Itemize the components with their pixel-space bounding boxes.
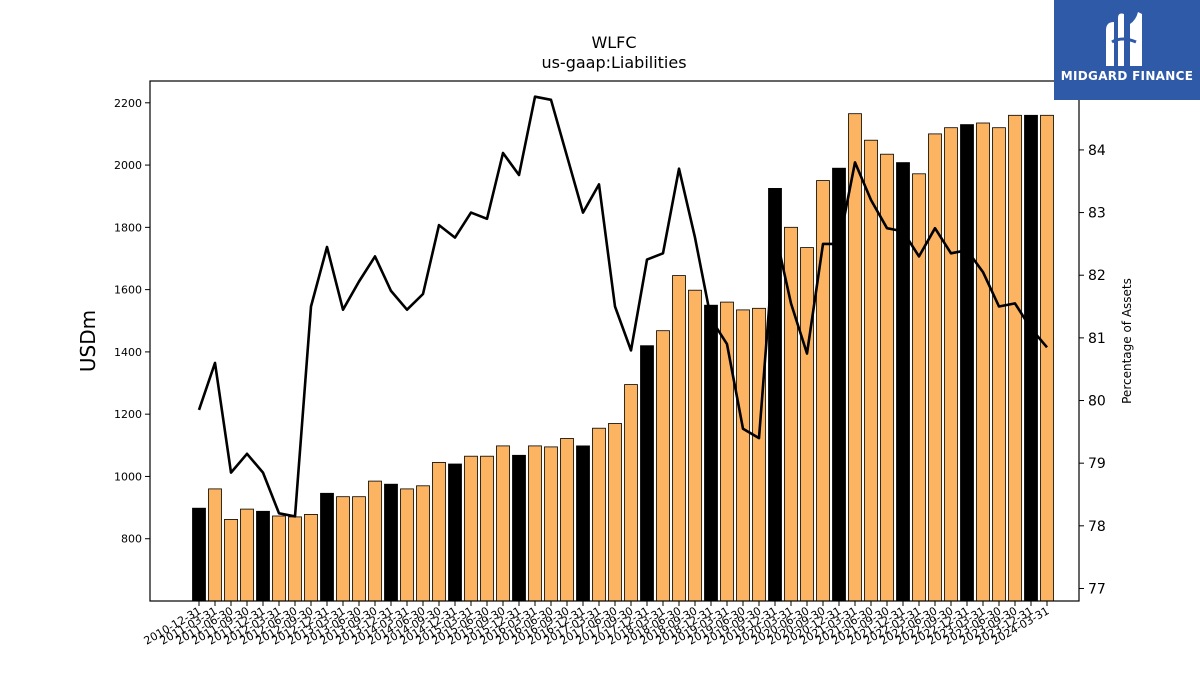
bar-2018-03-31 — [656, 330, 670, 602]
left-y-axis: 800 1000 1200 1400 1600 1800 2000 2200 — [114, 97, 150, 546]
bar-2023-12-31 — [1024, 114, 1038, 602]
bar-2013-12-31 — [384, 483, 398, 602]
bar-2011-09-30 — [240, 508, 254, 602]
bar-2021-12-31 — [896, 162, 910, 602]
y-axis-label: USDm — [76, 310, 100, 372]
chart-title: WLFC — [591, 33, 636, 52]
bar-2012-12-31 — [320, 492, 334, 602]
bar-2016-09-30 — [560, 438, 574, 602]
x-axis: 2010-12-312011-03-312011-06-302011-09-30… — [142, 601, 1052, 648]
bar-2010-12-31 — [192, 507, 206, 602]
bar-2011-12-31 — [256, 510, 270, 602]
bar-2013-06-30 — [352, 496, 366, 602]
bar-2016-12-31 — [576, 445, 590, 602]
bar-2015-09-30 — [496, 445, 510, 602]
bar-2022-12-31 — [960, 124, 974, 602]
chart-subtitle: us-gaap:Liabilities — [541, 53, 686, 72]
y-tick-label: 1400 — [114, 346, 142, 359]
y-tick-label: 800 — [121, 533, 142, 546]
bar-2016-03-31 — [528, 445, 542, 602]
bar-2017-06-30 — [608, 423, 622, 602]
y2-tick-label: 78 — [1088, 519, 1106, 535]
bar-2017-09-30 — [624, 384, 638, 602]
logo-brand-text: MIDGARD FINANCE — [1060, 69, 1194, 83]
y2-axis-label: Percentage of Assets — [1120, 278, 1134, 404]
bar-2015-03-31 — [464, 455, 478, 602]
right-y-axis: 77 78 79 80 81 82 83 84 — [1079, 143, 1106, 597]
bar-2015-12-31 — [512, 454, 526, 602]
y-tick-label: 1000 — [114, 470, 142, 483]
bar-2013-03-31 — [336, 496, 350, 602]
y-tick-label: 1600 — [114, 284, 142, 297]
bar-2016-06-30 — [544, 446, 558, 602]
percentage-of-assets-line — [197, 95, 1048, 518]
bar-2023-09-30 — [1008, 114, 1022, 602]
y2-tick-label: 80 — [1088, 394, 1106, 410]
bar-2014-12-31 — [448, 463, 462, 602]
bar-2012-06-30 — [288, 516, 302, 602]
bar-2023-06-30 — [992, 127, 1006, 602]
bar-2017-03-31 — [592, 427, 606, 602]
bar-2024-03-31 — [1040, 114, 1054, 602]
bar-2014-09-30 — [432, 461, 446, 602]
y2-tick-label: 82 — [1088, 268, 1106, 284]
bar-2018-09-30 — [688, 289, 702, 602]
y-tick-label: 2000 — [114, 159, 142, 172]
bar-2020-06-30 — [800, 247, 814, 602]
midgard-finance-logo: MIDGARD FINANCE — [1054, 0, 1200, 100]
bar-2020-12-31 — [832, 167, 846, 602]
bars-layer — [192, 113, 1054, 602]
bar-2017-12-31 — [640, 345, 654, 602]
bar-2019-06-30 — [736, 309, 750, 602]
bar-2011-06-30 — [224, 519, 238, 602]
y2-tick-label: 79 — [1088, 456, 1106, 472]
y2-tick-label: 83 — [1088, 206, 1106, 222]
bar-2012-09-30 — [304, 514, 318, 602]
y-tick-label: 1200 — [114, 408, 142, 421]
bar-2022-09-30 — [944, 127, 958, 602]
y2-tick-label: 84 — [1088, 143, 1106, 159]
bar-2011-03-31 — [208, 488, 222, 602]
bar-2018-12-31 — [704, 304, 718, 602]
bar-2013-09-30 — [368, 480, 382, 602]
bar-2019-09-30 — [752, 307, 766, 602]
bar-2018-06-30 — [672, 275, 686, 602]
bar-2015-06-30 — [480, 455, 494, 602]
bar-2022-03-31 — [912, 173, 926, 602]
y2-tick-label: 77 — [1088, 581, 1106, 597]
bar-2014-03-31 — [400, 488, 414, 602]
bar-2023-03-31 — [976, 122, 990, 602]
midgard-logo-icon — [1106, 12, 1142, 66]
y2-tick-label: 81 — [1088, 331, 1106, 347]
y-tick-label: 2200 — [114, 97, 142, 110]
y-tick-label: 1800 — [114, 221, 142, 234]
bar-2012-03-31 — [272, 515, 286, 602]
bar-2014-06-30 — [416, 485, 430, 602]
line-layer — [197, 95, 1048, 518]
bar-2022-06-30 — [928, 133, 942, 602]
